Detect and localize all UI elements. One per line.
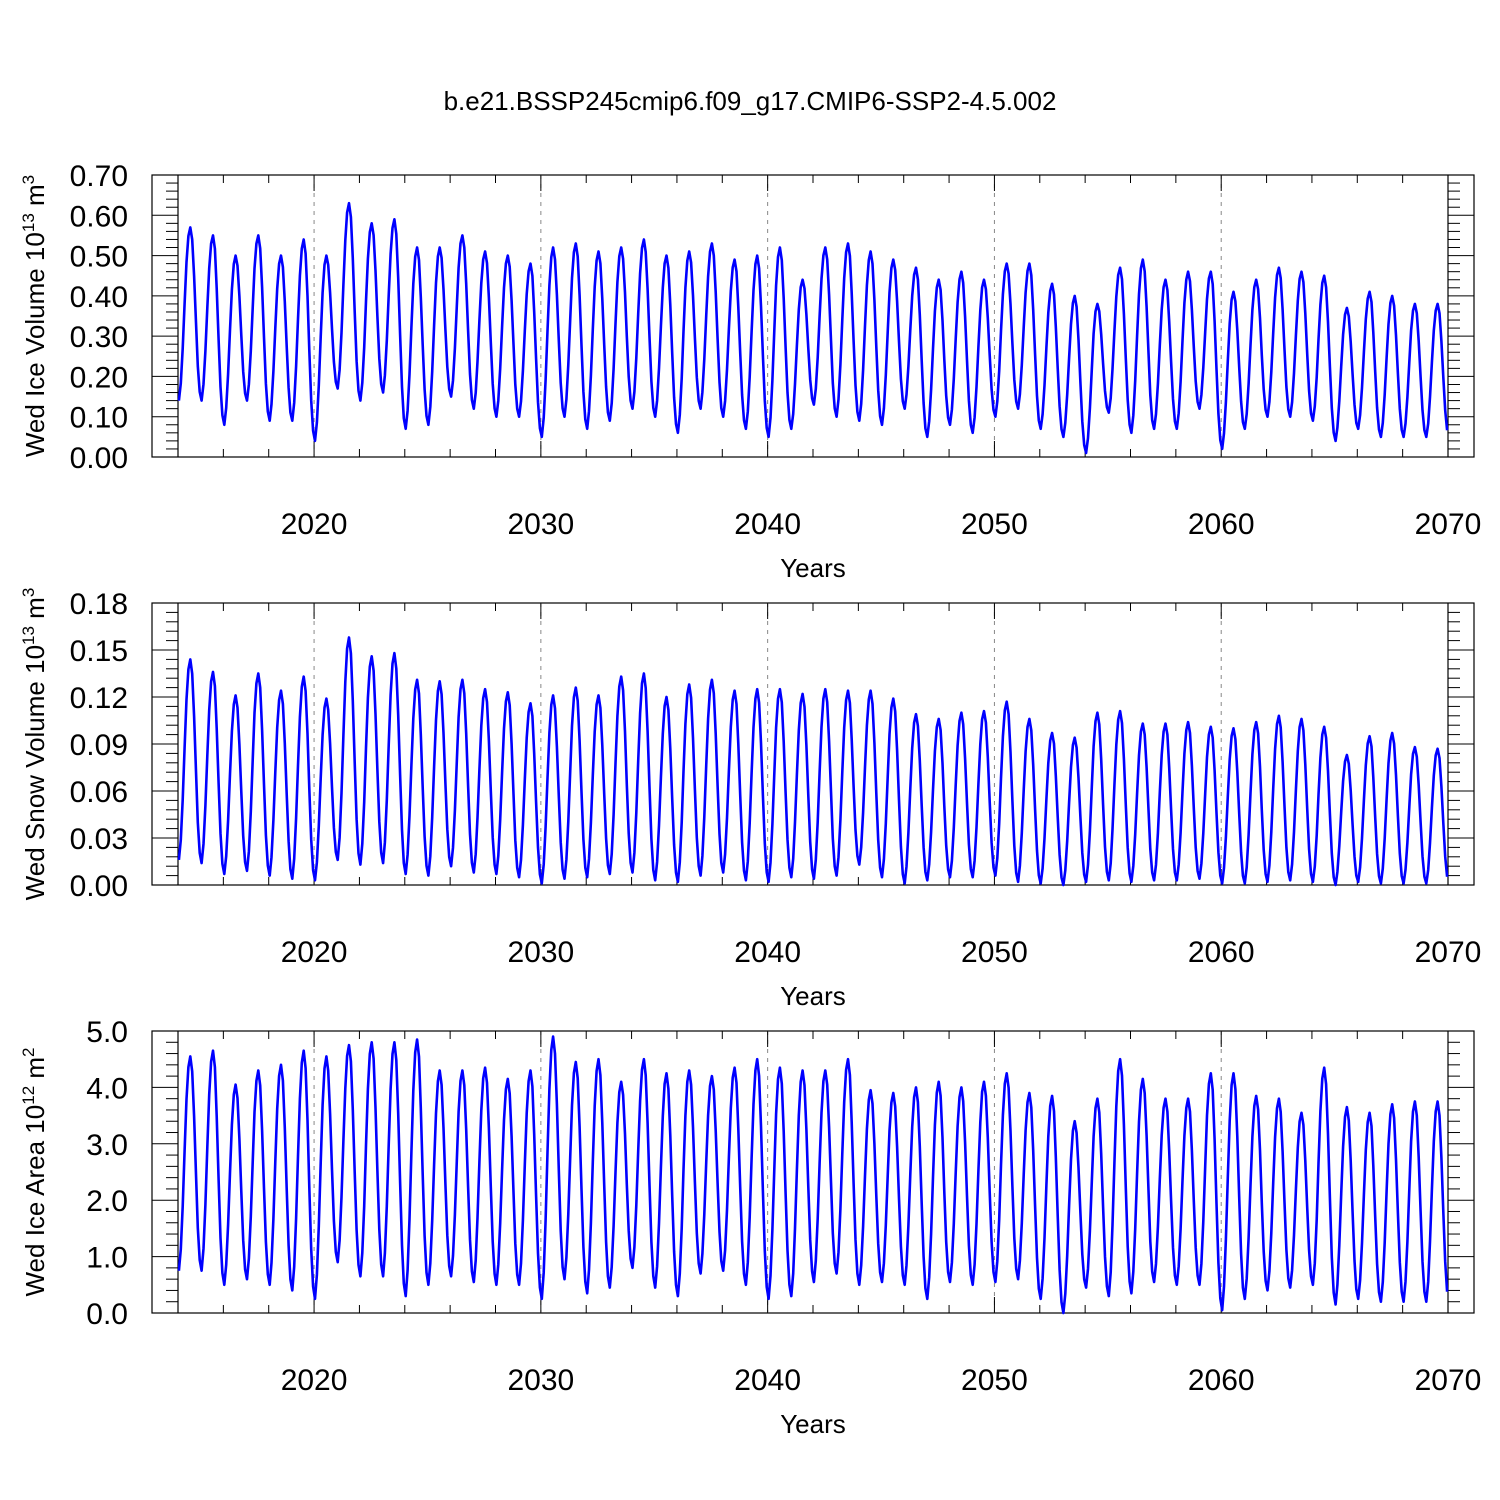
x-tick-label: 2070 [1415,1364,1482,1397]
chart-panel-3: 2020 2030 2040 2050 2060 2070 Years 0.0 1.0 2.0 3.… [19,1016,1482,1439]
chart-panel-2: 2020 2030 2040 2050 2060 2070 Years 0.00 0.03 0.0… [19,588,1482,1011]
y-tick-label: 0.50 [70,241,128,274]
y-tick-label: 0.10 [70,402,128,435]
x-tick-label: 2020 [281,936,348,969]
x-tick-label: 2020 [281,1364,348,1397]
y-tick-label: 0.15 [70,635,128,668]
y-tick-label: 5.0 [86,1016,128,1049]
x-tick-label: 2030 [507,1364,574,1397]
x-tick-label: 2060 [1188,508,1255,541]
y-tick-label: 0.70 [70,160,128,193]
y-tick-label: 0.06 [70,776,128,809]
series-line-1 [177,201,1449,455]
y-tick-label: 0.00 [70,442,128,475]
y-tick-label: 0.20 [70,361,128,394]
y-tick-label: 0.40 [70,281,128,314]
y-tick-label: 0.18 [70,588,128,621]
x-tick-label: 2060 [1188,936,1255,969]
y-tick-label: 0.00 [70,870,128,903]
x-tick-label: 2050 [961,936,1028,969]
chart-panel-1: 2020 2030 2040 2050 2060 2070 Years 0.00 0.10 0.2… [19,160,1482,583]
y-tick-label: 0.12 [70,682,128,715]
x-tick-label: 2020 [281,508,348,541]
x-tick-label: 2060 [1188,1364,1255,1397]
y-tick-label: 0.03 [70,823,128,856]
y-tick-label: 2.0 [86,1185,128,1218]
y-tick-label: 0.30 [70,321,128,354]
x-axis-label: Years [780,1409,846,1439]
y-tick-label: 0.09 [70,729,128,762]
chart-panels: 2020 2030 2040 2050 2060 2070 Years 0.00 0.10 0.2… [19,160,1482,1439]
x-tick-label: 2050 [961,508,1028,541]
x-tick-label: 2030 [507,936,574,969]
x-tick-label: 2050 [961,1364,1028,1397]
x-tick-label: 2040 [734,1364,801,1397]
x-axis-label: Years [780,981,846,1011]
y-tick-label: 0.60 [70,200,128,233]
y-axis-label: Wed Ice Area 1012 m2 [19,1047,50,1296]
x-tick-label: 2070 [1415,936,1482,969]
x-tick-label: 2040 [734,936,801,969]
x-tick-label: 2030 [507,508,574,541]
x-tick-label: 2040 [734,508,801,541]
y-tick-label: 1.0 [86,1242,128,1275]
y-tick-label: 3.0 [86,1129,128,1162]
x-axis-label: Years [780,553,846,583]
series-line-1 [177,636,1449,887]
series-line-1 [177,1035,1449,1315]
y-tick-label: 0.0 [86,1298,128,1331]
figure-title: b.e21.BSSP245cmip6.f09_g17.CMIP6-SSP2-4.… [444,86,1057,116]
x-tick-label: 2070 [1415,508,1482,541]
y-tick-label: 4.0 [86,1072,128,1105]
